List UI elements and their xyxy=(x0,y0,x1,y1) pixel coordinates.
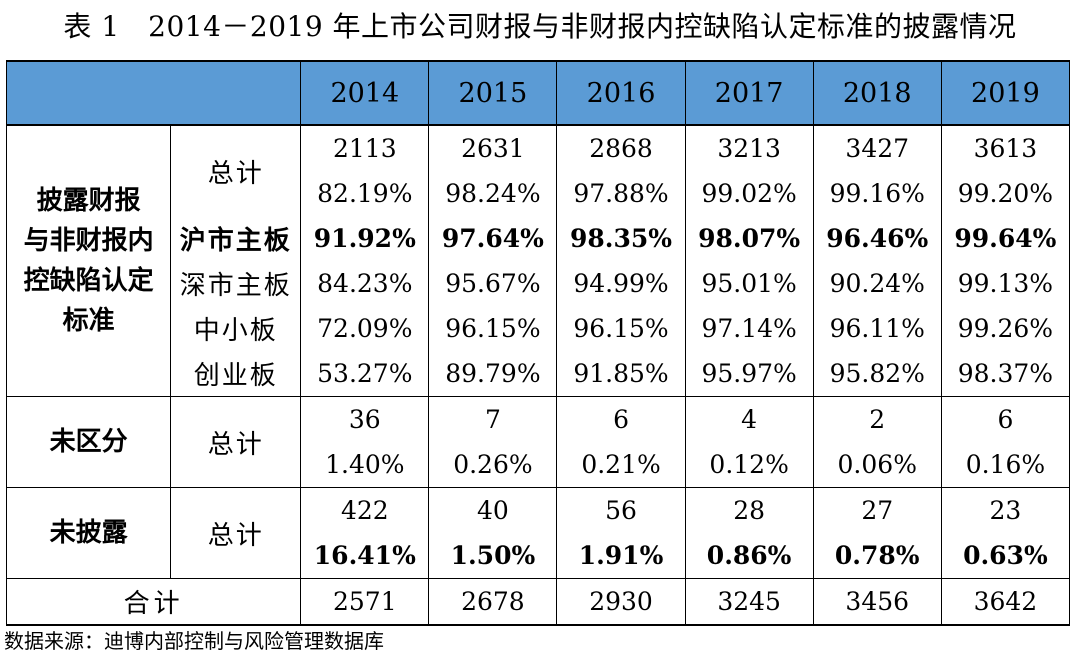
table-cell: 99.13% xyxy=(940,261,1071,306)
table-cell: 96.15% xyxy=(428,306,558,351)
table-cell: 0.78% xyxy=(812,533,942,579)
table-cell: 3245 xyxy=(684,578,814,626)
table-cell: 95.01% xyxy=(684,261,814,306)
table-row: 未披露 总计 422 40 56 28 27 23 xyxy=(5,487,1071,579)
table-cell: 2631 xyxy=(428,125,558,171)
table-cell: 99.20% xyxy=(940,171,1071,216)
table-cell: 90.24% xyxy=(812,261,942,306)
table-row: 中小板 72.09% 96.15% 96.15% 97.14% 96.11% 9… xyxy=(7,306,1071,351)
table-cell: 6 xyxy=(940,396,1071,442)
table-cell: 0.63% xyxy=(940,533,1071,579)
row-label-sme: 中小板 xyxy=(170,306,302,351)
table-cell: 95.97% xyxy=(684,351,814,397)
table-cell: 2868 xyxy=(556,125,686,171)
table-cell: 422 xyxy=(300,487,430,533)
row-label-total: 总计 xyxy=(170,125,302,216)
year-header: 2017 xyxy=(684,60,814,126)
group-label-undisclosed: 未披露 xyxy=(5,487,172,579)
row-label-total: 总计 xyxy=(170,396,302,488)
table-cell: 72.09% xyxy=(300,306,430,351)
group-label-disclosed: 披露财报 与非财报内 控缺陷认定 标准 xyxy=(5,125,172,397)
table-cell: 91.85% xyxy=(556,351,686,397)
table-cell: 1.91% xyxy=(556,533,686,579)
table-cell: 7 xyxy=(428,396,558,442)
table-cell: 28 xyxy=(684,487,814,533)
row-label-total: 总计 xyxy=(170,487,302,579)
table-cell: 0.26% xyxy=(428,442,558,488)
table-row: 16.41% 1.50% 1.91% 0.86% 0.78% 0.63% xyxy=(7,533,1071,579)
row-label-sz-main: 深市主板 xyxy=(170,261,302,306)
group-label-undistinguished: 未区分 xyxy=(5,396,172,488)
table-cell: 3456 xyxy=(812,578,942,626)
table-cell: 2678 xyxy=(428,578,558,626)
table-cell: 23 xyxy=(940,487,1071,533)
table-cell: 96.15% xyxy=(556,306,686,351)
table-cell: 89.79% xyxy=(428,351,558,397)
table-row: 披露财报 与非财报内 控缺陷认定 标准 总计 2113 2631 2868 32… xyxy=(5,125,1071,397)
table-cell: 2 xyxy=(812,396,942,442)
grand-total-row: 合计 2571 2678 2930 3245 3456 3642 xyxy=(5,578,1071,626)
table-row: 82.19% 98.24% 97.88% 99.02% 99.16% 99.20… xyxy=(7,171,1071,216)
table-cell: 0.12% xyxy=(684,442,814,488)
table-caption: 表 1 2014－2019 年上市公司财报与非财报内控缺陷认定标准的披露情况 xyxy=(63,10,1017,43)
year-header: 2016 xyxy=(556,60,686,126)
table-cell: 3613 xyxy=(940,125,1071,171)
year-header: 2014 xyxy=(300,60,430,126)
table-cell: 98.24% xyxy=(428,171,558,216)
table-cell: 0.86% xyxy=(684,533,814,579)
table-row: 沪市主板 91.92% 97.64% 98.35% 98.07% 96.46% … xyxy=(7,216,1071,261)
year-header: 2018 xyxy=(812,60,942,126)
table-cell: 97.88% xyxy=(556,171,686,216)
table-cell: 36 xyxy=(300,396,430,442)
table-cell: 98.35% xyxy=(556,216,686,261)
table-cell: 98.07% xyxy=(684,216,814,261)
table-cell: 91.92% xyxy=(300,216,430,261)
table-cell: 53.27% xyxy=(300,351,430,397)
table-cell: 84.23% xyxy=(300,261,430,306)
table-cell: 3213 xyxy=(684,125,814,171)
table-cell: 98.37% xyxy=(940,351,1071,397)
table-cell: 2113 xyxy=(300,125,430,171)
table-cell: 82.19% xyxy=(300,171,430,216)
table-cell: 94.99% xyxy=(556,261,686,306)
table-cell: 4 xyxy=(684,396,814,442)
table-cell: 16.41% xyxy=(300,533,430,579)
table-cell: 27 xyxy=(812,487,942,533)
table-cell: 1.40% xyxy=(300,442,430,488)
table-cell: 2930 xyxy=(556,578,686,626)
table-cell: 96.46% xyxy=(812,216,942,261)
table-cell: 3642 xyxy=(940,578,1071,626)
year-header: 2019 xyxy=(940,60,1071,126)
table-cell: 40 xyxy=(428,487,558,533)
row-label-gem: 创业板 xyxy=(170,351,302,397)
table-cell: 97.14% xyxy=(684,306,814,351)
table-cell: 96.11% xyxy=(812,306,942,351)
table-cell: 95.82% xyxy=(812,351,942,397)
table-cell: 0.21% xyxy=(556,442,686,488)
row-label-grand-total: 合计 xyxy=(5,578,302,626)
table-cell: 56 xyxy=(556,487,686,533)
table-cell: 2571 xyxy=(300,578,430,626)
table-cell: 95.67% xyxy=(428,261,558,306)
data-source-note: 数据来源：迪博内部控制与风险管理数据库 xyxy=(4,629,384,653)
table-cell: 6 xyxy=(556,396,686,442)
table-cell: 3427 xyxy=(812,125,942,171)
table-row: 1.40% 0.26% 0.21% 0.12% 0.06% 0.16% xyxy=(7,442,1071,488)
table-row: 深市主板 84.23% 95.67% 94.99% 95.01% 90.24% … xyxy=(7,261,1071,306)
table-row: 未区分 总计 36 7 6 4 2 6 xyxy=(5,396,1071,488)
disclosure-table: 2014 2015 2016 2017 2018 2019 披露财报 与非财报内… xyxy=(5,60,1071,626)
table-cell: 97.64% xyxy=(428,216,558,261)
table-cell: 0.06% xyxy=(812,442,942,488)
table-cell: 99.16% xyxy=(812,171,942,216)
table-row: 创业板 53.27% 89.79% 91.85% 95.97% 95.82% 9… xyxy=(7,351,1071,397)
table-cell: 0.16% xyxy=(940,442,1071,488)
table-cell: 99.02% xyxy=(684,171,814,216)
header-corner xyxy=(5,60,302,126)
table-cell: 1.50% xyxy=(428,533,558,579)
year-header: 2015 xyxy=(428,60,558,126)
row-label-sh-main: 沪市主板 xyxy=(170,216,302,261)
header-row: 2014 2015 2016 2017 2018 2019 xyxy=(5,60,1071,126)
table-cell: 99.64% xyxy=(940,216,1071,261)
table-cell: 99.26% xyxy=(940,306,1071,351)
